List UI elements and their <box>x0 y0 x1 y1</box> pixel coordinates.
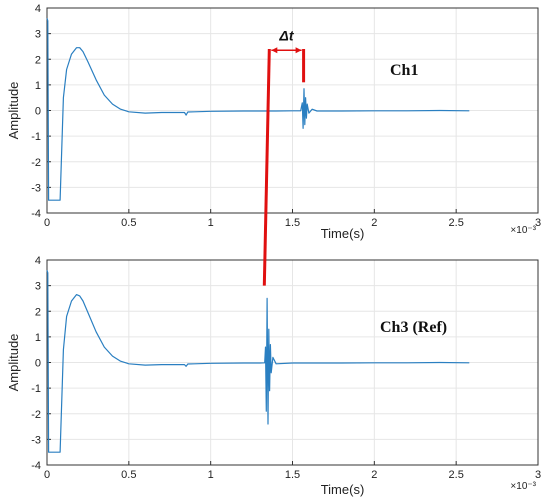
delta-arrow-head-left <box>271 47 278 54</box>
x-tick-label: 0.5 <box>121 217 136 229</box>
y-tick-label: -2 <box>31 157 41 169</box>
delta-t-annotation: Δt <box>262 27 306 286</box>
x-axis-exponent: ×10⁻³ <box>510 481 536 492</box>
y-axis-label: Amplitude <box>6 334 21 392</box>
y-tick-label: 0 <box>35 106 41 118</box>
x-axis-exponent: ×10⁻³ <box>510 225 536 236</box>
y-tick-label: -3 <box>31 182 41 194</box>
y-tick-label: 4 <box>35 3 41 15</box>
signal-line <box>46 270 470 453</box>
x-tick-label: 2 <box>371 217 377 229</box>
y-tick-label: -4 <box>31 460 41 472</box>
x-axis-label: Time(s) <box>321 226 365 241</box>
x-tick-label: 2.5 <box>449 469 464 481</box>
reference-arrival-marker <box>262 48 271 286</box>
y-tick-label: 2 <box>35 54 41 66</box>
channel-label: Ch1 <box>390 62 418 79</box>
x-axis-label: Time(s) <box>321 482 365 497</box>
y-tick-label: -4 <box>31 208 41 220</box>
x-tick-label: 1.5 <box>285 469 300 481</box>
x-tick-label: 3 <box>535 217 541 229</box>
y-tick-label: -2 <box>31 409 41 421</box>
panel-ch3-ref: 0 0.5 1 1.5 2 2.5 3 -4 -3 -2 -1 0 1 2 3 4 Time(s) Amplitu… <box>6 255 541 497</box>
y-tick-label: 1 <box>35 80 41 92</box>
x-tick-label: 0.5 <box>121 469 136 481</box>
x-tick-label: 3 <box>535 469 541 481</box>
x-tick-label: 0 <box>44 469 50 481</box>
y-axis-label: Amplitude <box>6 82 21 140</box>
delta-t-label: Δt <box>278 27 294 43</box>
x-tick-label: 1 <box>208 469 214 481</box>
y-tick-label: -1 <box>31 131 41 143</box>
x-tick-label: 1 <box>208 217 214 229</box>
y-tick-label: 3 <box>35 281 41 293</box>
x-tick-label: 2 <box>371 469 377 481</box>
y-tick-label: 3 <box>35 29 41 41</box>
delta-arrow-head-right <box>295 47 302 54</box>
y-tick-label: -1 <box>31 383 41 395</box>
x-tick-label: 0 <box>44 217 50 229</box>
y-tick-label: -3 <box>31 434 41 446</box>
x-tick-label: 1.5 <box>285 217 300 229</box>
channel-label: Ch3 (Ref) <box>380 319 447 336</box>
y-tick-label: 2 <box>35 306 41 318</box>
y-tick-label: 0 <box>35 358 41 370</box>
panel-ch1: 0 0.5 1 1.5 2 2.5 3 -4 -3 -2 -1 0 1 2 3 4 Time(s) Amplitu… <box>6 3 541 241</box>
signal-line <box>46 18 470 201</box>
x-tick-label: 2.5 <box>449 217 464 229</box>
y-tick-label: 4 <box>35 255 41 267</box>
y-tick-label: 1 <box>35 332 41 344</box>
